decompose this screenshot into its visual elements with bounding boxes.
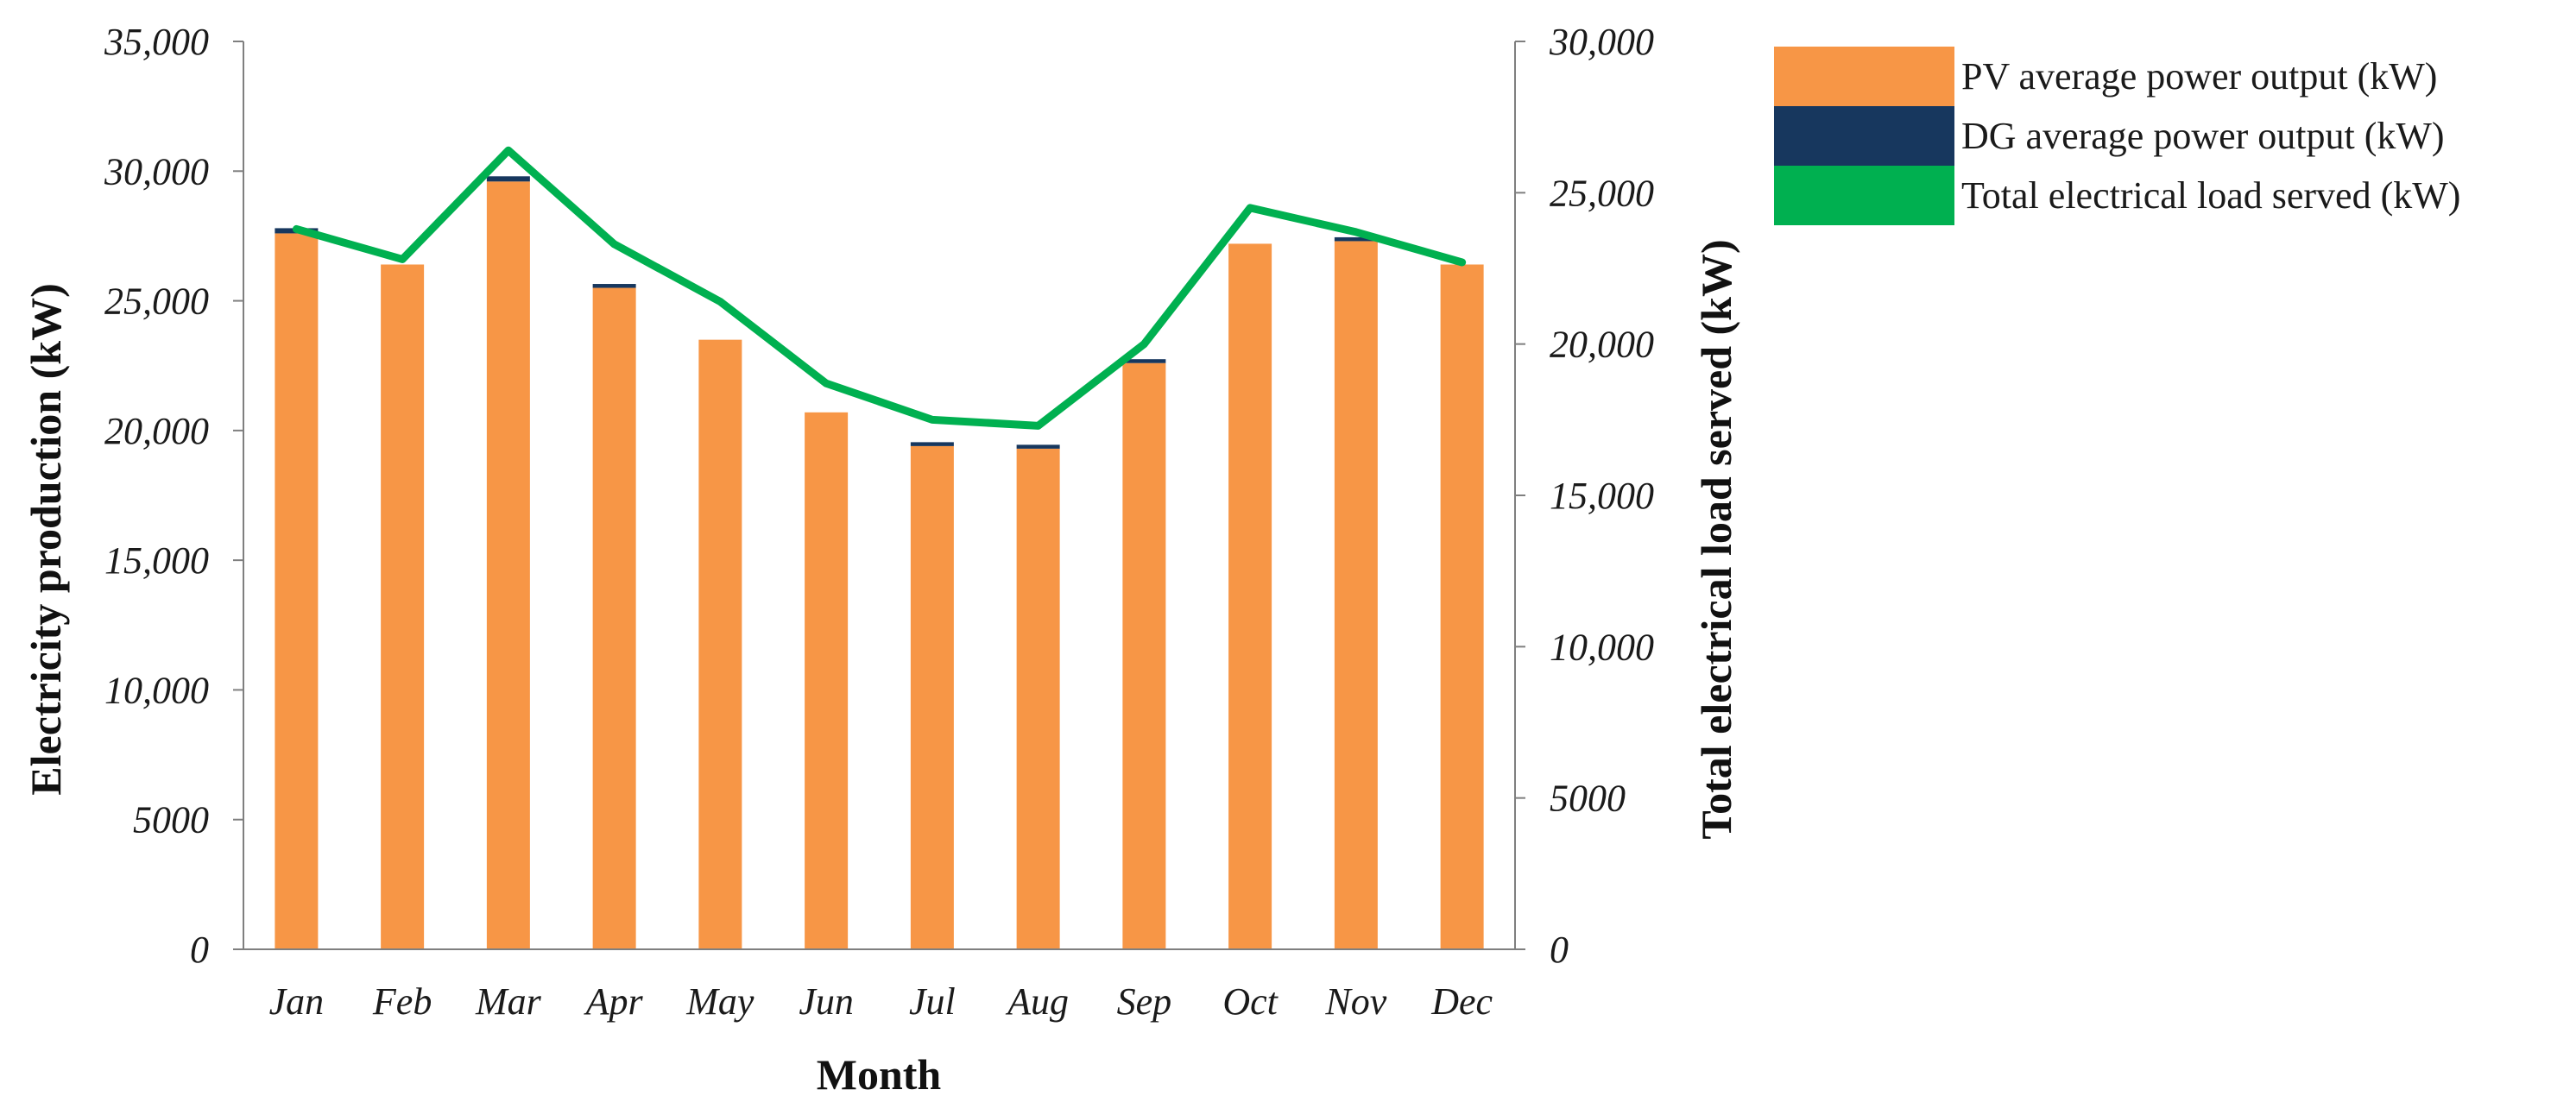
line-point-dec [1461,261,1463,263]
left-axis-title: Electricity production (kW) [22,283,70,795]
line-total-load [292,146,1467,430]
line-point-jun [825,382,828,385]
left-axis-ticks: 0 5000 10,000 15,000 20,000 25,000 30,000 35,00… [104,21,243,971]
right-axis-ticks: 0 5000 10,000 15,000 20,000 25,000 30,000 [1515,21,1654,971]
x-tick-label: Nov [1324,980,1386,1023]
x-axis-ticks: Jan Feb Mar Apr May Jun Jul Aug Sep Oct Nov Dec [269,980,1493,1023]
x-tick-label: Dec [1430,980,1493,1023]
line-point-nov [1354,230,1357,233]
legend-swatch-pv [1774,47,1954,106]
line-point-jan [295,228,298,230]
x-tick-label: Jun [799,980,854,1023]
right-axis-title: Total electrical load served (kW) [1692,239,1740,839]
bar-pv-oct [1228,243,1272,950]
load-line-layer [292,146,1467,430]
legend-swatch-load [1774,166,1954,225]
left-tick-label: 35,000 [104,21,209,63]
legend-item-pv: PV average power output (kW) [1774,47,2460,106]
right-tick-label: 5000 [1550,778,1626,820]
bar-pv-jun [805,412,849,949]
line-point-apr [613,243,616,245]
legend-label-pv: PV average power output (kW) [1961,55,2438,98]
line-point-jul [931,419,933,421]
x-tick-label: Aug [1005,980,1069,1023]
x-tick-label: Mar [475,980,542,1023]
bar-pv-aug [1016,448,1060,949]
left-tick-label: 25,000 [104,280,209,323]
x-tick-label: May [685,980,754,1023]
bar-pv-feb [381,264,425,949]
left-tick-label: 20,000 [104,410,209,452]
bar-pv-nov [1334,241,1378,949]
line-point-sep [1143,343,1146,345]
legend-label-dg: DG average power output (kW) [1961,115,2445,157]
left-tick-label: 0 [190,929,209,971]
bar-pv-apr [592,287,636,949]
left-tick-label: 30,000 [104,150,209,192]
x-tick-label: Jul [909,980,956,1023]
bar-pv-jul [910,445,954,949]
line-point-may [719,300,722,303]
right-tick-label: 15,000 [1550,475,1654,517]
legend-swatch-dg [1774,106,1954,166]
x-tick-label: Feb [372,980,432,1023]
right-tick-label: 20,000 [1550,324,1654,366]
right-tick-label: 30,000 [1549,21,1654,63]
bar-dg-apr [592,284,636,288]
bar-dg-aug [1016,444,1060,449]
x-tick-label: Oct [1222,980,1279,1023]
right-tick-label: 10,000 [1550,626,1654,668]
right-tick-label: 0 [1550,929,1569,971]
bar-pv-dec [1440,264,1484,949]
legend: PV average power output (kW) DG average … [1774,47,2460,225]
line-point-mar [507,149,509,152]
x-tick-label: Apr [584,980,644,1023]
x-tick-label: Sep [1117,980,1172,1023]
bar-pv-may [698,339,742,950]
x-axis-title: Month [817,1050,942,1099]
bars [275,176,1484,950]
legend-item-load: Total electrical load served (kW) [1774,166,2460,225]
left-tick-label: 10,000 [104,669,209,711]
legend-label-load: Total electrical load served (kW) [1961,174,2461,217]
bar-dg-jul [910,442,954,446]
legend-item-dg: DG average power output (kW) [1774,106,2460,166]
line-point-feb [401,258,404,261]
bar-pv-sep [1122,362,1166,949]
x-tick-label: Jan [269,980,325,1023]
left-tick-label: 15,000 [104,539,209,582]
line-point-oct [1249,206,1252,209]
right-tick-label: 25,000 [1550,172,1654,214]
bar-pv-mar [486,181,530,949]
bar-dg-nov [1334,236,1378,242]
bar-pv-jan [275,233,319,949]
line-point-aug [1037,425,1039,427]
bar-dg-sep [1122,359,1166,363]
bar-dg-mar [486,176,530,182]
axes [243,41,1516,950]
left-tick-label: 5000 [133,799,209,841]
